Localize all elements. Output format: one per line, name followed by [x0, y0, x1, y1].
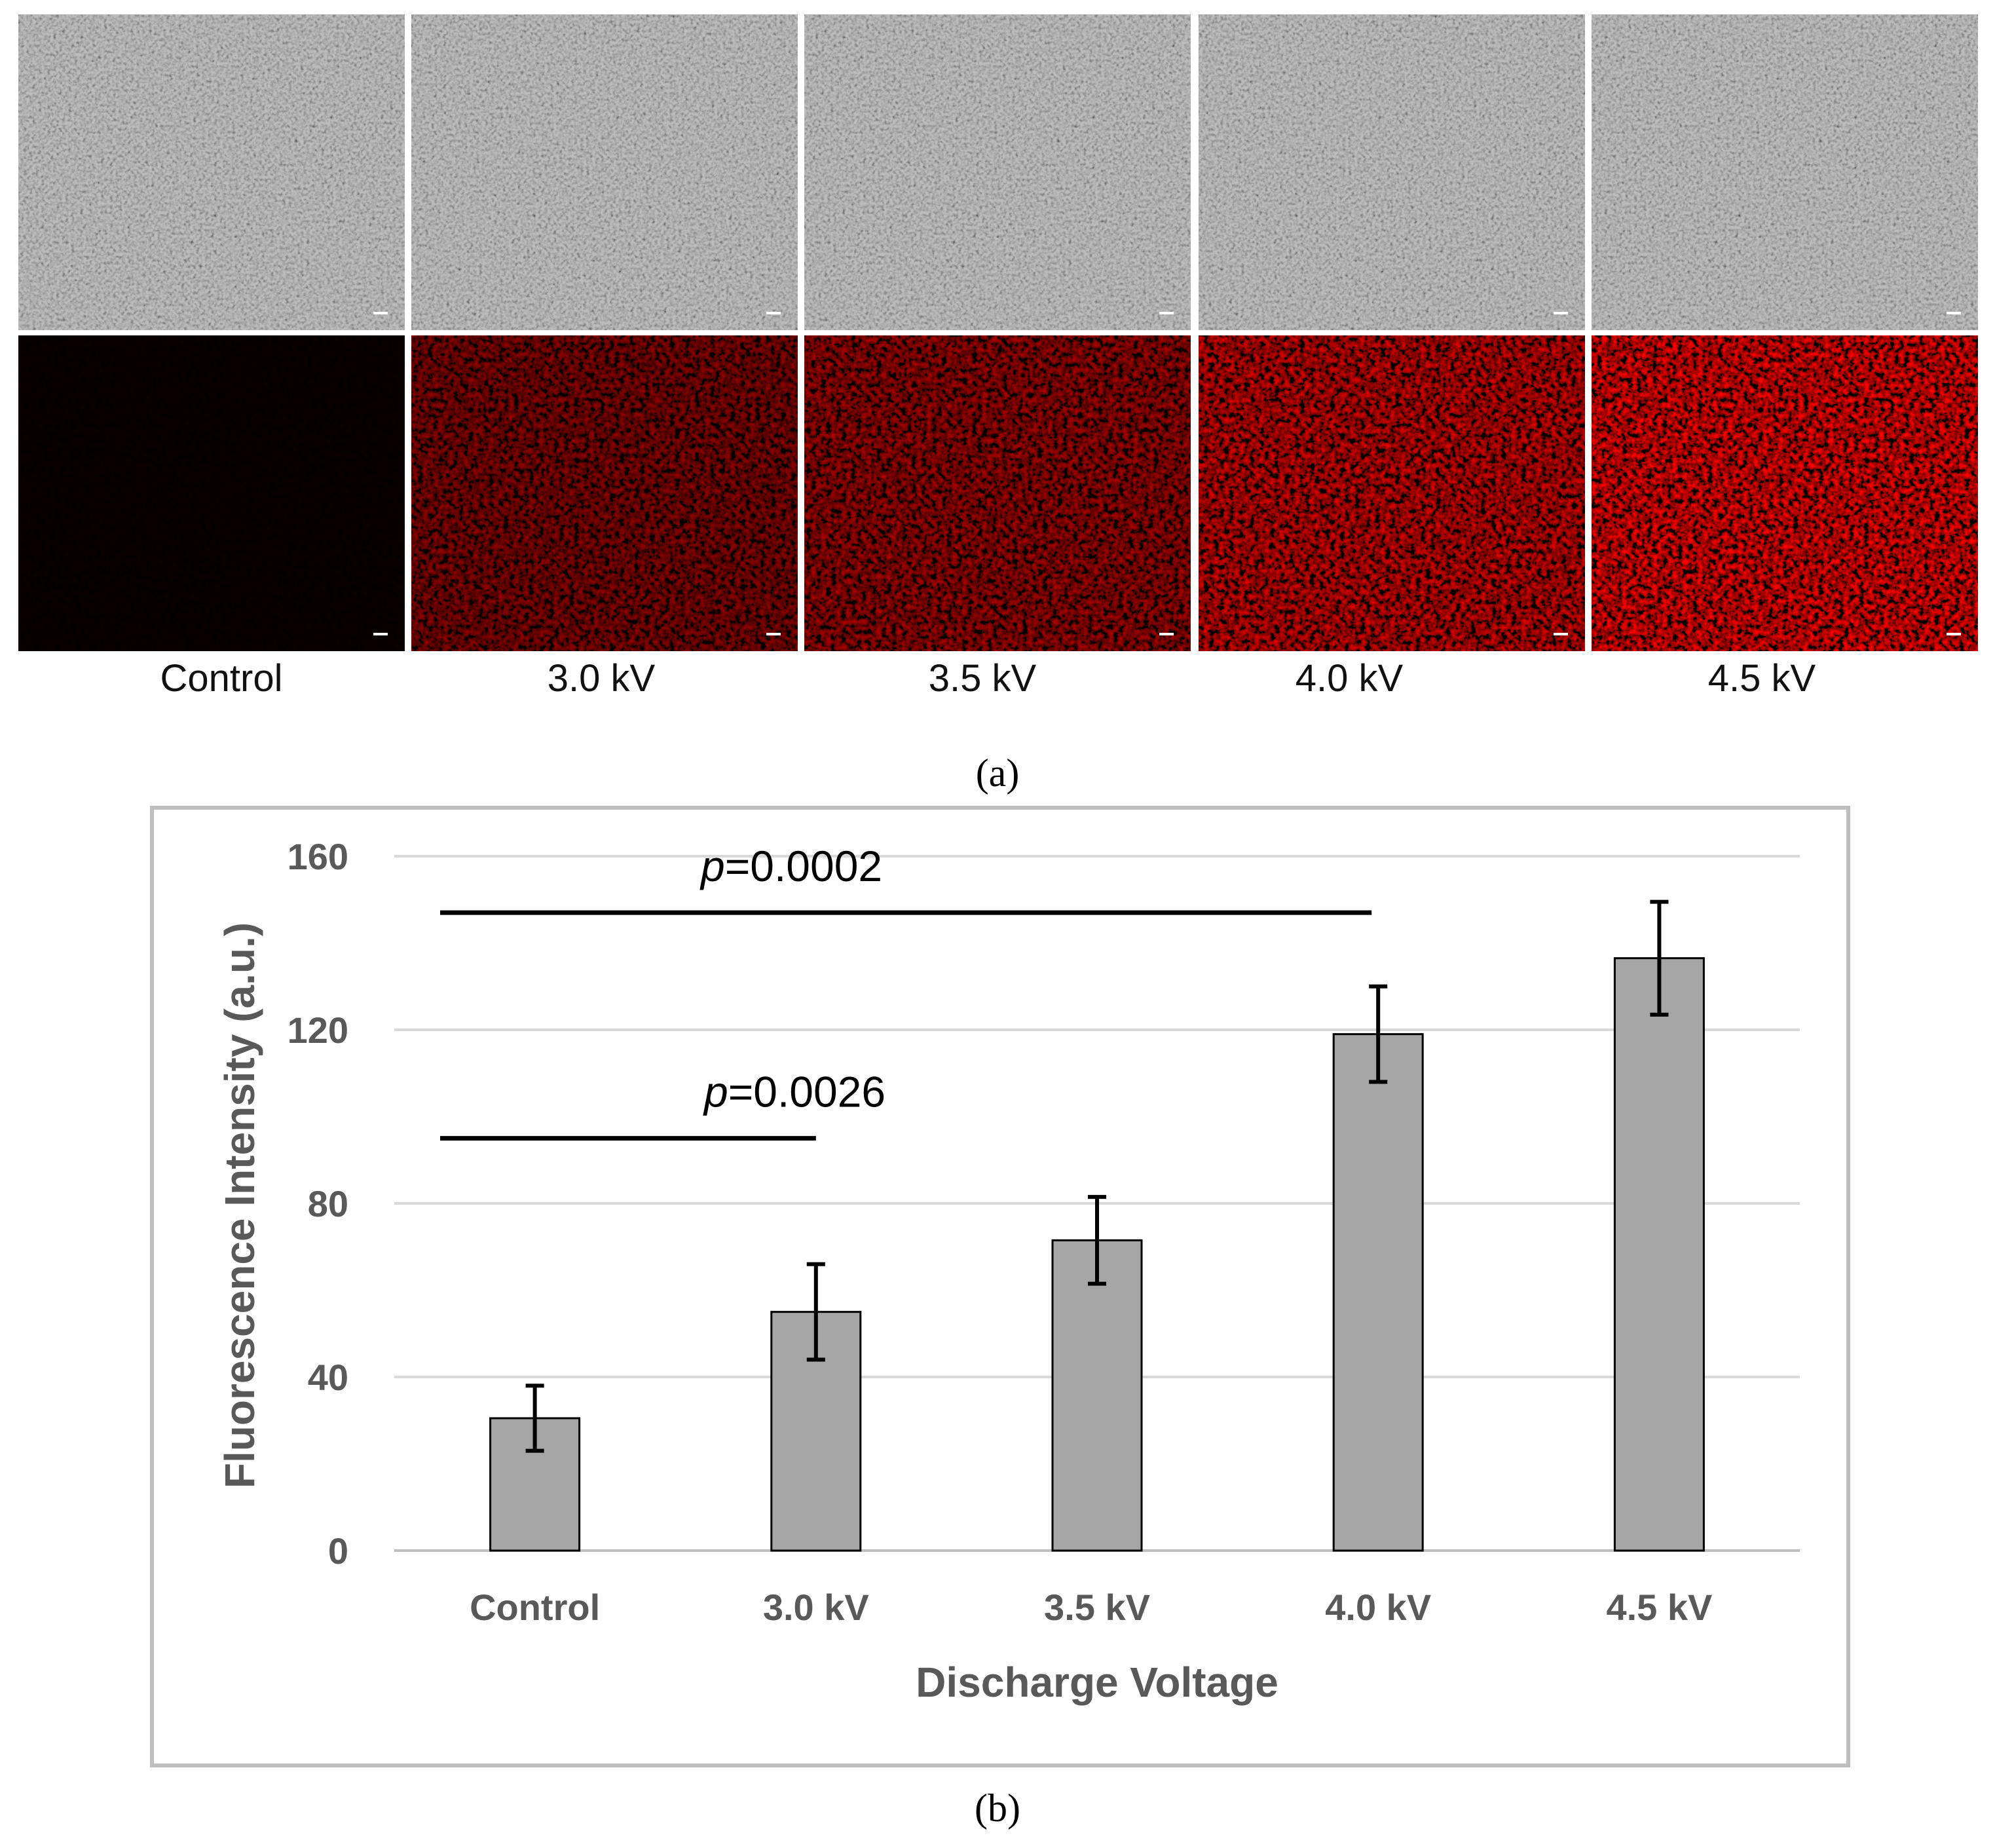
x-tick-label: 3.5 kV — [1044, 1587, 1150, 1628]
error-bar — [525, 1384, 544, 1453]
phase-texture — [1592, 14, 1978, 330]
condition-label: 4.0 kV — [1296, 657, 1404, 700]
significance-label: p=0.0002 — [699, 842, 882, 890]
scale-bar — [1159, 633, 1174, 635]
scale-bar — [1554, 633, 1568, 635]
y-tick-label: 160 — [288, 836, 348, 877]
phase-texture — [18, 14, 405, 330]
bar — [1332, 1033, 1424, 1552]
y-tick-label: 120 — [288, 1009, 348, 1051]
error-bar — [806, 1262, 825, 1362]
fluorescence-texture — [18, 335, 405, 651]
x-tick-label: 3.0 kV — [763, 1587, 869, 1628]
error-bar — [1369, 984, 1388, 1084]
scale-bar — [1947, 633, 1961, 635]
scale-bar — [1947, 312, 1961, 314]
scale-bar — [373, 633, 388, 635]
micrograph-grid — [18, 14, 1978, 651]
y-tick-label: 80 — [308, 1183, 348, 1224]
fluorescence-texture — [804, 335, 1191, 651]
bar-chart: 0 40 80 120 160 Control 3.0 kV 3.5 kV 4.0 kV 4.5 … — [216, 836, 1800, 1706]
error-bar — [1088, 1195, 1106, 1286]
x-tick-label: 4.5 kV — [1606, 1587, 1712, 1628]
panel-a-label: (a) — [976, 751, 1020, 795]
phase-texture — [804, 14, 1191, 330]
x-tick-label: 4.0 kV — [1325, 1587, 1431, 1628]
chart-frame — [150, 806, 1850, 1767]
condition-label: 3.0 kV — [548, 657, 656, 700]
significance-label: p=0.0026 — [703, 1068, 886, 1116]
condition-label: 4.5 kV — [1708, 657, 1816, 700]
fluorescence-texture — [1592, 335, 1978, 651]
bar — [1051, 1239, 1143, 1552]
scale-bar — [1159, 312, 1174, 314]
x-tick-label: Control — [470, 1587, 600, 1628]
phase-texture — [411, 14, 798, 330]
scale-bar — [373, 312, 388, 314]
x-axis-title: Discharge Voltage — [916, 1659, 1278, 1706]
condition-labels: Control 3.0 kV 3.5 kV 4.0 kV 4.5 kV — [160, 657, 1816, 700]
bar — [1613, 957, 1705, 1552]
error-bar — [1650, 899, 1669, 1017]
fluorescence-texture — [411, 335, 798, 651]
panel-b-label: (b) — [975, 1786, 1020, 1830]
condition-label: Control — [160, 657, 283, 700]
y-axis-title: Fluorescence Intensity (a.u.) — [216, 922, 263, 1488]
scale-bar — [766, 633, 781, 635]
y-tick-label: 40 — [308, 1357, 348, 1398]
scale-bar — [1554, 312, 1568, 314]
fluorescence-image — [18, 335, 405, 651]
y-tick-label: 0 — [328, 1530, 348, 1572]
condition-label: 3.5 kV — [929, 657, 1037, 700]
scale-bar — [766, 312, 781, 314]
phase-texture — [1199, 14, 1585, 330]
fluorescence-texture — [1199, 335, 1585, 651]
